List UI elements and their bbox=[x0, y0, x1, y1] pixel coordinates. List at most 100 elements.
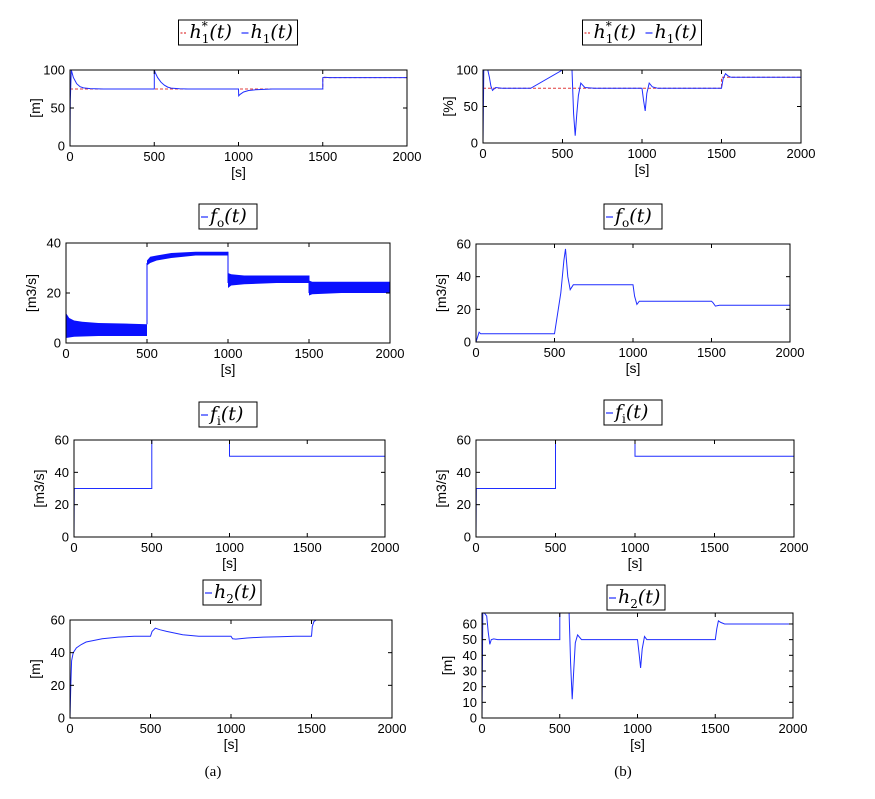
subplot-b1: 0 500 1000 1500 2000 0 50 100 [s] [%] h* 1(t) h1(t) bbox=[440, 19, 815, 177]
caption-left: (a) bbox=[205, 764, 222, 780]
subplot-b2: 0 500 1000 1500 2000 0 20 40 60 [s] [m3/s] fo(t) bbox=[433, 203, 804, 376]
x-tick-label: 500 bbox=[140, 721, 162, 736]
x-tick-label: 500 bbox=[549, 721, 571, 736]
x-axis-label: [s] bbox=[222, 555, 237, 571]
series-line-0 bbox=[74, 439, 385, 537]
x-tick-label: 0 bbox=[66, 721, 73, 736]
legend-box bbox=[198, 203, 258, 230]
x-tick-label: 1500 bbox=[700, 540, 729, 555]
x-axis-label: [s] bbox=[221, 361, 236, 377]
y-tick-label: 0 bbox=[464, 530, 471, 545]
x-tick-label: 500 bbox=[136, 346, 158, 361]
band-1 bbox=[147, 251, 228, 266]
y-tick-label: 40 bbox=[457, 465, 471, 480]
legend-box bbox=[198, 401, 258, 428]
y-tick-label: 20 bbox=[457, 497, 471, 512]
x-tick-label: 500 bbox=[545, 540, 567, 555]
y-tick-label: 20 bbox=[55, 497, 69, 512]
axes-box bbox=[69, 619, 393, 719]
legend-title: h2(t) bbox=[606, 584, 666, 611]
y-axis-label: [m] bbox=[27, 659, 43, 678]
y-tick-label: 40 bbox=[51, 645, 65, 660]
x-tick-label: 2000 bbox=[779, 721, 808, 736]
x-axis-label: [s] bbox=[224, 736, 239, 752]
y-tick-label: 50 bbox=[51, 101, 65, 116]
x-axis-label: [s] bbox=[626, 360, 641, 376]
x-tick-label: 1000 bbox=[214, 346, 243, 361]
legend-box bbox=[582, 19, 702, 46]
legend-label-0: h* 1(t) bbox=[190, 19, 232, 46]
axes-box bbox=[69, 69, 408, 147]
x-tick-label: 1000 bbox=[217, 721, 246, 736]
subplot-a2: 0 500 1000 1500 2000 0 20 40 [s] [m3/s] fo(t) bbox=[23, 203, 405, 377]
x-tick-label: 0 bbox=[66, 149, 73, 164]
x-tick-label: 500 bbox=[552, 146, 574, 161]
legend-label-0: h2(t) bbox=[214, 581, 256, 606]
legend-title: fo(t) bbox=[198, 203, 258, 230]
y-tick-label: 10 bbox=[463, 695, 477, 710]
x-tick-label: 1000 bbox=[623, 721, 652, 736]
y-tick-label: 60 bbox=[457, 237, 471, 252]
y-tick-label: 40 bbox=[47, 236, 61, 251]
band-0 bbox=[66, 313, 147, 338]
axes-box bbox=[481, 612, 794, 719]
legend-title: fi(t) bbox=[198, 401, 258, 428]
legend-label-0: h* 1(t) bbox=[594, 19, 636, 46]
band-3 bbox=[309, 280, 390, 296]
legend-box bbox=[178, 19, 298, 46]
legend-label-0: fo(t) bbox=[613, 205, 652, 230]
series-line-0 bbox=[70, 77, 407, 90]
series-line-0 bbox=[476, 439, 794, 537]
x-tick-label: 1500 bbox=[295, 346, 324, 361]
x-tick-label: 500 bbox=[141, 540, 163, 555]
x-tick-label: 0 bbox=[472, 540, 479, 555]
x-tick-label: 2000 bbox=[780, 540, 809, 555]
series-line-0 bbox=[482, 612, 793, 718]
x-tick-label: 1000 bbox=[628, 146, 657, 161]
x-tick-label: 1500 bbox=[697, 345, 726, 360]
y-axis-label: [m] bbox=[27, 98, 43, 117]
y-tick-label: 20 bbox=[463, 679, 477, 694]
y-tick-label: 0 bbox=[464, 335, 471, 350]
x-tick-label: 0 bbox=[70, 540, 77, 555]
legend-title: h* 1(t) h1(t) bbox=[582, 19, 702, 46]
legend-box bbox=[603, 399, 663, 426]
axes-box bbox=[475, 243, 791, 343]
x-tick-label: 0 bbox=[62, 346, 69, 361]
x-axis-label: [s] bbox=[630, 736, 645, 752]
x-tick-label: 1500 bbox=[297, 721, 326, 736]
legend-box bbox=[606, 584, 666, 611]
x-tick-label: 1500 bbox=[293, 540, 322, 555]
axes-box bbox=[482, 69, 802, 144]
y-axis-label: [%] bbox=[440, 96, 456, 116]
subplot-b3: 0 500 1000 1500 2000 0 20 40 60 [s] [m3/s] fi(t) bbox=[433, 399, 809, 571]
x-tick-label: 2000 bbox=[376, 346, 405, 361]
x-tick-label: 1000 bbox=[619, 345, 648, 360]
x-tick-label: 2000 bbox=[371, 540, 400, 555]
y-tick-label: 100 bbox=[43, 63, 65, 78]
y-tick-label: 60 bbox=[51, 613, 65, 628]
y-tick-label: 20 bbox=[51, 678, 65, 693]
y-tick-label: 0 bbox=[471, 136, 478, 151]
x-tick-label: 1000 bbox=[215, 540, 244, 555]
y-tick-label: 0 bbox=[58, 139, 65, 154]
y-tick-label: 0 bbox=[470, 711, 477, 726]
y-tick-label: 20 bbox=[457, 302, 471, 317]
x-axis-label: [s] bbox=[231, 164, 246, 180]
legend-label-1: h1(t) bbox=[655, 21, 697, 46]
x-tick-label: 500 bbox=[544, 345, 566, 360]
legend-box bbox=[202, 579, 262, 606]
legend-title: fo(t) bbox=[603, 203, 663, 230]
legend-box bbox=[603, 203, 663, 230]
series-line-1 bbox=[483, 69, 801, 143]
series-line-0 bbox=[483, 76, 801, 89]
subplot-a4: 0 500 1000 1500 2000 0 20 40 60 [s] [m] h2(t) bbox=[27, 579, 406, 752]
x-axis-label: [s] bbox=[635, 161, 650, 177]
legend-label-0: h2(t) bbox=[618, 586, 660, 611]
y-tick-label: 20 bbox=[47, 286, 61, 301]
y-tick-label: 40 bbox=[463, 648, 477, 663]
x-tick-label: 1500 bbox=[308, 149, 337, 164]
x-tick-label: 1000 bbox=[224, 149, 253, 164]
